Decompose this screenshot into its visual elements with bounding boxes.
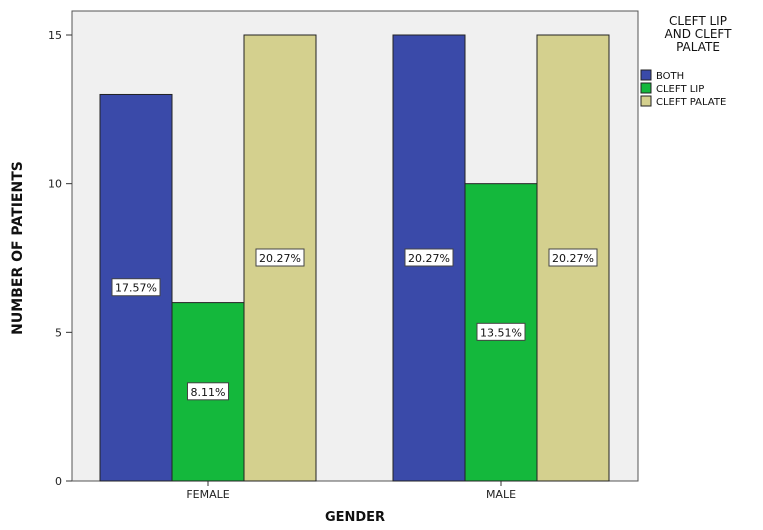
legend-swatch <box>640 82 652 94</box>
legend-entry: CLEFT PALATE <box>656 97 726 108</box>
legend-entry: BOTH <box>656 71 684 82</box>
plot-area: 0 5 10 15 NUMBER OF PATIENTS FEMALE 17.57% 8.11… <box>10 10 639 525</box>
data-label-box <box>404 248 454 267</box>
data-label: 20.27% <box>552 252 594 265</box>
data-label-box <box>111 278 161 297</box>
legend-swatch <box>640 95 652 107</box>
x-axis-label: GENDER <box>325 510 385 525</box>
data-label-box <box>255 248 305 267</box>
data-label-box <box>476 322 526 341</box>
data-label: 17.57% <box>115 282 157 295</box>
y-tick-label: 5 <box>55 326 62 339</box>
legend-entry: CLEFT LIP <box>656 84 704 95</box>
data-label: 20.27% <box>408 252 450 265</box>
y-axis-label: NUMBER OF PATIENTS <box>10 161 26 335</box>
data-label: 8.11% <box>191 386 226 399</box>
y-tick-label: 15 <box>48 29 62 42</box>
y-tick-label: 0 <box>55 475 62 488</box>
x-tick-label: MALE <box>486 488 516 501</box>
legend-swatch <box>640 69 652 81</box>
data-label: 20.27% <box>259 252 301 265</box>
legend-title: CLEFT LIP <box>669 14 727 28</box>
data-label-box <box>187 382 229 401</box>
data-label-box <box>548 248 598 267</box>
legend-title: PALATE <box>676 40 720 54</box>
legend-title: AND CLEFT <box>665 27 733 41</box>
x-tick-label: FEMALE <box>186 488 229 501</box>
y-tick-label: 10 <box>48 178 62 191</box>
data-label: 13.51% <box>480 326 522 339</box>
